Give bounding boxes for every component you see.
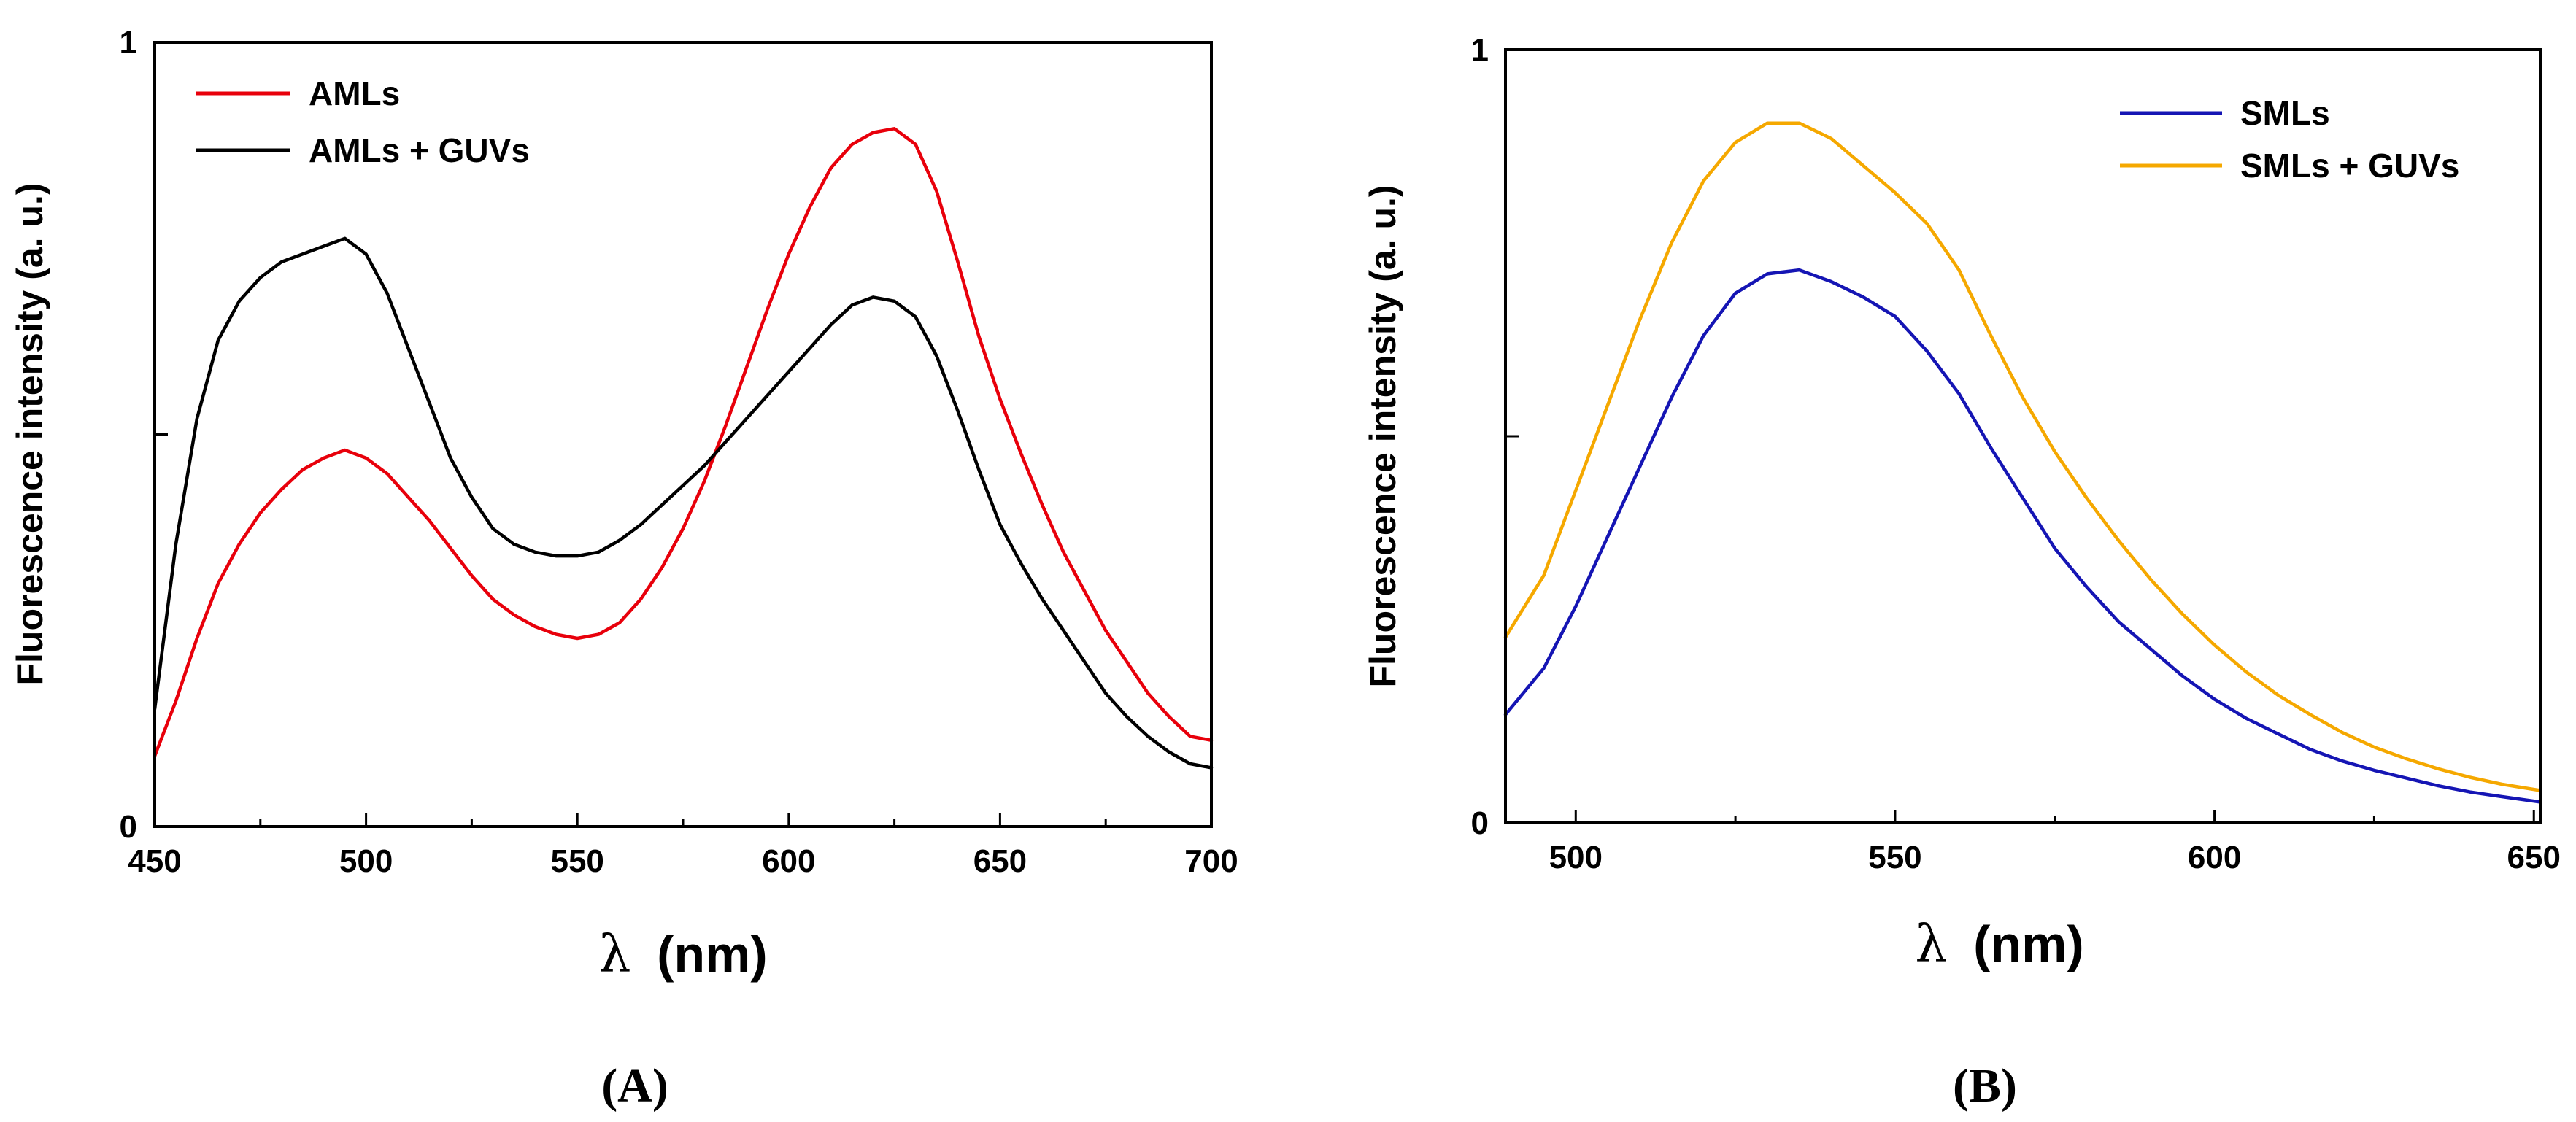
y-tick-label-b-1: 1	[1471, 32, 1489, 68]
legend-label-a-1: AMLs + GUVs	[309, 131, 530, 169]
y-tick-label-a-1: 1	[120, 25, 137, 61]
x-tick-label-a-5: 700	[1184, 843, 1238, 879]
x-axis-unit-b: (nm)	[1973, 916, 2084, 972]
series-line-b-1	[1503, 121, 2542, 792]
x-tick-label-a-3: 600	[762, 843, 815, 879]
legend-label-a-0: AMLs	[309, 74, 400, 112]
x-tick-label-b-2: 600	[2188, 840, 2241, 875]
series-line-b-0	[1503, 268, 2542, 804]
y-axis-title-a: Fluorescence intensity (a. u.)	[9, 182, 50, 685]
legend-label-b-1: SMLs + GUVs	[2240, 147, 2459, 185]
x-tick-label-b-3: 650	[2507, 840, 2561, 875]
x-axis-title-b: λ (nm)	[1915, 914, 2083, 974]
y-tick-label-b-0: 0	[1471, 805, 1489, 841]
y-axis-title-b: Fluorescence intensity (a. u.)	[1362, 185, 1403, 687]
x-tick-label-b-0: 500	[1549, 840, 1603, 875]
x-axis-symbol-a: λ	[598, 924, 630, 984]
chart-a: 450 500 550 600 650 700 0 1 Fluorescence inte…	[9, 25, 1238, 1113]
x-axis-symbol-b: λ	[1915, 914, 1947, 974]
x-tick-label-a-4: 650	[973, 843, 1027, 879]
x-tick-label-a-0: 450	[128, 843, 181, 879]
x-axis-unit-a: (nm)	[657, 926, 768, 983]
panel-label-b: (B)	[1953, 1059, 2017, 1113]
series-line-a-0	[153, 127, 1214, 758]
legend-label-b-0: SMLs	[2240, 94, 2330, 132]
y-tick-label-a-0: 0	[120, 809, 137, 845]
panel-label-a: (A)	[601, 1059, 668, 1113]
series-line-a-1	[153, 236, 1214, 770]
x-tick-label-a-1: 500	[339, 843, 393, 879]
x-axis-title-a: λ (nm)	[598, 924, 767, 984]
x-tick-label-b-1: 550	[1868, 840, 1921, 875]
chart-b: 500 550 600 650 0 1 Fluorescence intensity …	[1362, 32, 2561, 1113]
x-tick-label-a-2: 550	[550, 843, 603, 879]
